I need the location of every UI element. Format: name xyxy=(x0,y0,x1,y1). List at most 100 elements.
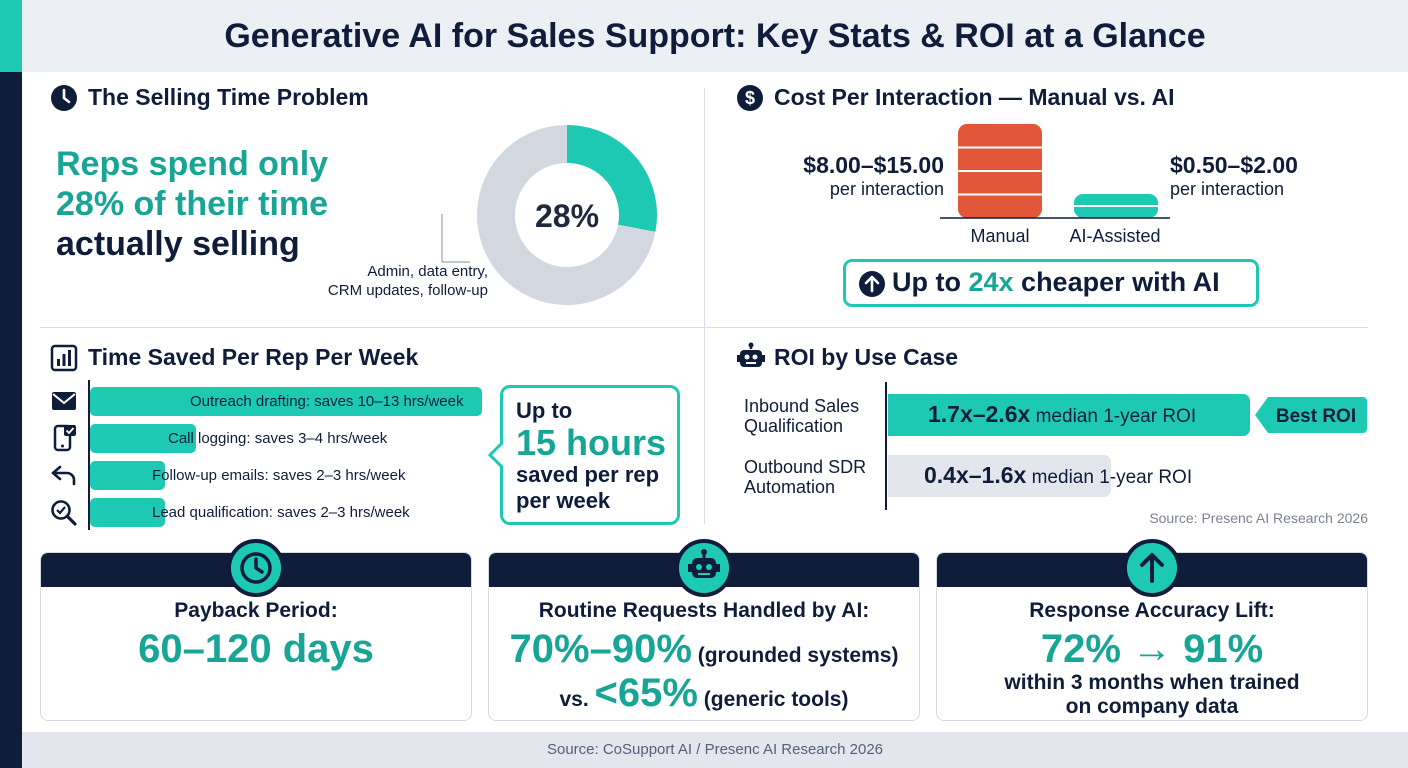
time-saved-bar xyxy=(90,387,482,416)
ai-cost-unit: per interaction xyxy=(1170,179,1285,199)
divider-vertical xyxy=(704,88,705,524)
routine-line-1: 70%–90% (grounded systems) xyxy=(489,627,919,672)
footer-source: Source: CoSupport AI / Presenc AI Resear… xyxy=(22,732,1408,768)
payback-label: Payback Period: xyxy=(174,599,338,622)
payback-value: 60–120 days xyxy=(138,627,374,671)
routine-line-2: vs. <65% (generic tools) xyxy=(489,671,919,716)
routine-value-2: <65% xyxy=(594,671,698,715)
accuracy-note: within 3 months when trained on company … xyxy=(937,671,1367,719)
roi-row-1-value: 1.7x–2.6x median 1-year ROI xyxy=(928,401,1196,428)
roi-title: ROI by Use Case xyxy=(774,344,959,370)
up-arrow-badge-icon xyxy=(1123,539,1181,597)
manual-bar-label: Manual xyxy=(970,226,1030,246)
time-saved-bar xyxy=(90,424,196,453)
accuracy-value: 72% → 91% xyxy=(1040,627,1264,671)
hours-callout-line-4: per week xyxy=(516,488,611,513)
accuracy-note-line-2: on company data xyxy=(1065,695,1239,718)
roi-row-1-label-line-2: Qualification xyxy=(744,416,844,436)
donut-leader-line xyxy=(441,214,470,263)
roi-row-1-number: 1.7x–2.6x xyxy=(928,401,1031,427)
page-title: Generative AI for Sales Support: Key Sta… xyxy=(224,17,1206,55)
selling-time-headline: Reps spend only 28% of their time actual… xyxy=(56,144,328,264)
savings-callout: Up to 24x cheaper with AI xyxy=(843,259,1259,307)
bar-chart-icon xyxy=(50,344,78,372)
time-saved-bar-label: Call logging: saves 3–4 hrs/week xyxy=(168,430,388,447)
callout-highlight: 24x xyxy=(968,267,1014,297)
manual-cost-unit: per interaction xyxy=(829,179,944,199)
routine-value-1: 70%–90% xyxy=(509,627,692,671)
robot-icon xyxy=(736,342,766,372)
roi-row-2-label-line-2: Automation xyxy=(744,477,836,497)
cost-bar-chart xyxy=(940,124,1170,219)
roi-row-1-label: Inbound Sales Qualification xyxy=(744,396,859,436)
best-roi-badge: Best ROI xyxy=(1255,397,1367,433)
best-roi-badge-text: Best ROI xyxy=(1276,406,1356,427)
callout-post: cheaper with AI xyxy=(1013,267,1220,297)
selling-time-donut: 28% xyxy=(441,125,657,305)
time-saved-bar xyxy=(90,461,166,490)
headline-line-3: actually selling xyxy=(56,225,300,263)
savings-callout-text: Up to 24x cheaper with AI xyxy=(892,267,1220,298)
ai-bar-label: AI-Assisted xyxy=(1069,226,1161,246)
time-saved-bar xyxy=(90,498,166,527)
robot-badge-icon xyxy=(675,539,733,597)
roi-bar xyxy=(888,394,1250,436)
reply-arrow-icon xyxy=(50,463,78,487)
roi-axis xyxy=(885,382,887,510)
roi-row-1-label-line-1: Inbound Sales xyxy=(744,396,860,416)
routine-vs: vs. xyxy=(559,688,595,711)
roi-row-2-label-line-1: Outbound SDR xyxy=(744,457,867,477)
hours-callout-line-3: saved per rep xyxy=(516,462,660,487)
time-saved-bar-label: Lead qualification: saves 2–3 hrs/week xyxy=(152,504,410,521)
accuracy-note-line-1: within 3 months when trained xyxy=(1004,671,1300,694)
time-saved-bars: Outreach drafting: saves 10–13 hrs/week C… xyxy=(90,387,482,537)
roi-source: Source: Presenc AI Research 2026 xyxy=(1149,510,1368,526)
headline-line-2: 28% of their time xyxy=(56,185,329,223)
magnifier-check-icon xyxy=(50,499,78,527)
hours-callout-line-2: 15 hours xyxy=(516,422,667,463)
callout-pointer xyxy=(487,440,503,470)
annotation-line-2: CRM updates, follow-up xyxy=(327,282,488,299)
manual-cost: $8.00–$15.00 per interaction xyxy=(760,152,944,200)
donut-percent-label: 28% xyxy=(535,198,599,234)
routine-note-1: (grounded systems) xyxy=(691,644,899,667)
roi-row-2-suffix: median 1-year ROI xyxy=(1026,467,1193,488)
roi-row-2-value: 0.4x–1.6x median 1-year ROI xyxy=(924,462,1192,489)
donut-slice-admin xyxy=(477,125,656,305)
title-bar xyxy=(22,0,1408,72)
annotation-line-1: Admin, data entry, xyxy=(367,263,488,280)
roi-row-2-label: Outbound SDR Automation xyxy=(744,457,866,497)
donut-annotation: Admin, data entry, CRM updates, follow-u… xyxy=(300,262,488,300)
roi-row-1-suffix: median 1-year ROI xyxy=(1030,406,1197,427)
clock-icon xyxy=(50,84,78,112)
roi-bars xyxy=(888,394,1250,504)
accent-square xyxy=(0,0,22,72)
roi-bar xyxy=(888,455,1111,497)
manual-cost-value: $8.00–$15.00 xyxy=(803,152,944,178)
time-saved-axis xyxy=(88,380,90,530)
cost-title: Cost Per Interaction — Manual vs. AI xyxy=(774,84,1175,110)
donut-slices xyxy=(477,125,657,305)
dollar-icon: $ xyxy=(736,84,764,112)
selling-time-title: The Selling Time Problem xyxy=(88,84,369,110)
callout-pre: Up to xyxy=(892,267,969,297)
headline-line-1: Reps spend only xyxy=(56,145,329,183)
envelope-icon xyxy=(50,389,78,413)
donut-slice-selling xyxy=(566,125,657,232)
routine-note-2: (generic tools) xyxy=(697,688,849,711)
ai-cost-value: $0.50–$2.00 xyxy=(1170,152,1298,178)
roi-row-2-number: 0.4x–1.6x xyxy=(924,462,1027,488)
sidebar-stripe xyxy=(0,72,22,768)
clock-badge-icon xyxy=(227,539,285,597)
hours-callout: Up to 15 hours saved per rep per week xyxy=(500,385,680,525)
phone-check-icon xyxy=(52,423,78,453)
accuracy-label: Response Accuracy Lift: xyxy=(1029,599,1275,622)
up-arrow-icon xyxy=(858,270,886,298)
time-saved-bar-label: Outreach drafting: saves 10–13 hrs/week xyxy=(190,393,464,410)
hours-callout-line-1: Up to xyxy=(516,398,573,423)
cost-bars xyxy=(958,124,1158,218)
time-saved-title: Time Saved Per Rep Per Week xyxy=(88,344,419,370)
svg-text:$: $ xyxy=(745,88,755,108)
time-saved-bar-label: Follow-up emails: saves 2–3 hrs/week xyxy=(152,467,406,484)
ai-cost: $0.50–$2.00 per interaction xyxy=(1170,152,1298,200)
